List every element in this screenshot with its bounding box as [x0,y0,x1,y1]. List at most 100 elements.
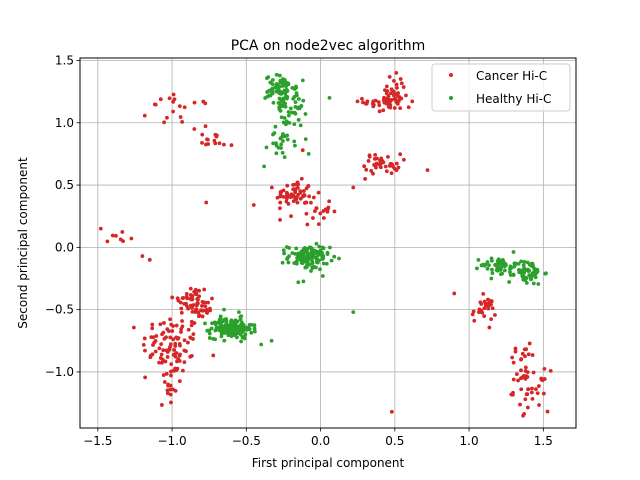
data-point [529,390,534,395]
data-point [213,328,218,333]
data-point [182,348,187,353]
data-point [180,119,185,124]
data-point [293,104,298,109]
data-point [286,110,291,114]
data-point [471,309,476,314]
data-point [282,155,287,159]
data-point [399,81,404,86]
data-point [298,189,303,194]
data-point [168,317,173,322]
data-point [140,254,145,258]
data-point [373,152,378,157]
data-point [251,203,256,207]
data-point [165,115,169,120]
data-point [394,82,399,87]
data-point [373,163,378,168]
data-point [214,134,219,139]
data-point [284,94,288,99]
data-point [325,209,330,214]
data-point [311,216,315,220]
data-point [285,137,290,142]
data-point [493,313,497,317]
data-point [383,164,388,169]
data-point [392,78,396,83]
data-point [157,346,162,351]
data-point [283,104,288,109]
data-point [300,148,305,153]
data-point [508,273,513,277]
data-point [281,120,286,125]
data-point [539,376,544,381]
data-point [361,100,365,105]
data-point [363,176,368,181]
data-point [131,325,136,330]
data-point [284,87,289,92]
data-point [121,239,125,244]
data-point [282,116,287,120]
data-point [271,141,276,146]
data-point [252,329,257,334]
data-point [519,387,524,392]
data-point [332,254,337,259]
data-point [299,104,304,108]
data-point [279,115,284,120]
data-point [269,185,274,190]
data-point [205,307,209,312]
data-point [239,339,243,344]
data-point [306,152,311,156]
data-point [376,100,381,105]
data-point [487,263,491,268]
data-point [482,314,487,318]
data-point [530,397,535,401]
data-point [295,186,300,190]
data-point [327,199,332,204]
data-point [452,291,457,296]
data-point [527,268,532,273]
data-point [495,268,500,273]
data-point [205,311,209,315]
data-point [302,254,307,259]
data-point [189,323,194,328]
data-point [377,103,382,108]
y-tick-label: −1.0 [45,365,74,379]
data-point [386,97,391,102]
data-point [304,186,309,191]
data-point [278,218,282,222]
data-point [277,105,282,110]
data-point [192,100,197,105]
data-point [273,124,278,129]
data-point [150,352,155,357]
data-point [529,264,534,269]
data-point [279,189,284,194]
data-point [369,169,374,173]
data-point [157,360,162,365]
data-point [213,322,218,327]
data-point [545,409,550,414]
data-point [315,260,319,265]
y-tick-label: 1.5 [55,53,74,67]
data-point [98,226,103,231]
data-point [297,254,302,259]
data-point [321,256,326,261]
data-point [167,96,172,101]
data-point [304,259,309,264]
data-point [425,168,430,173]
data-point [179,330,183,334]
data-point [530,386,534,391]
data-point [321,216,326,220]
data-point [173,341,178,346]
data-point [362,164,367,169]
data-point [282,78,287,82]
data-point [470,312,475,317]
data-point [222,318,227,323]
data-point [475,266,479,271]
data-point [279,142,284,147]
data-point [513,346,518,351]
data-point [310,261,314,266]
data-point [483,303,488,308]
data-point [147,257,152,262]
data-point [303,112,308,116]
data-point [247,323,252,327]
data-point [165,391,170,396]
data-point [179,306,184,311]
